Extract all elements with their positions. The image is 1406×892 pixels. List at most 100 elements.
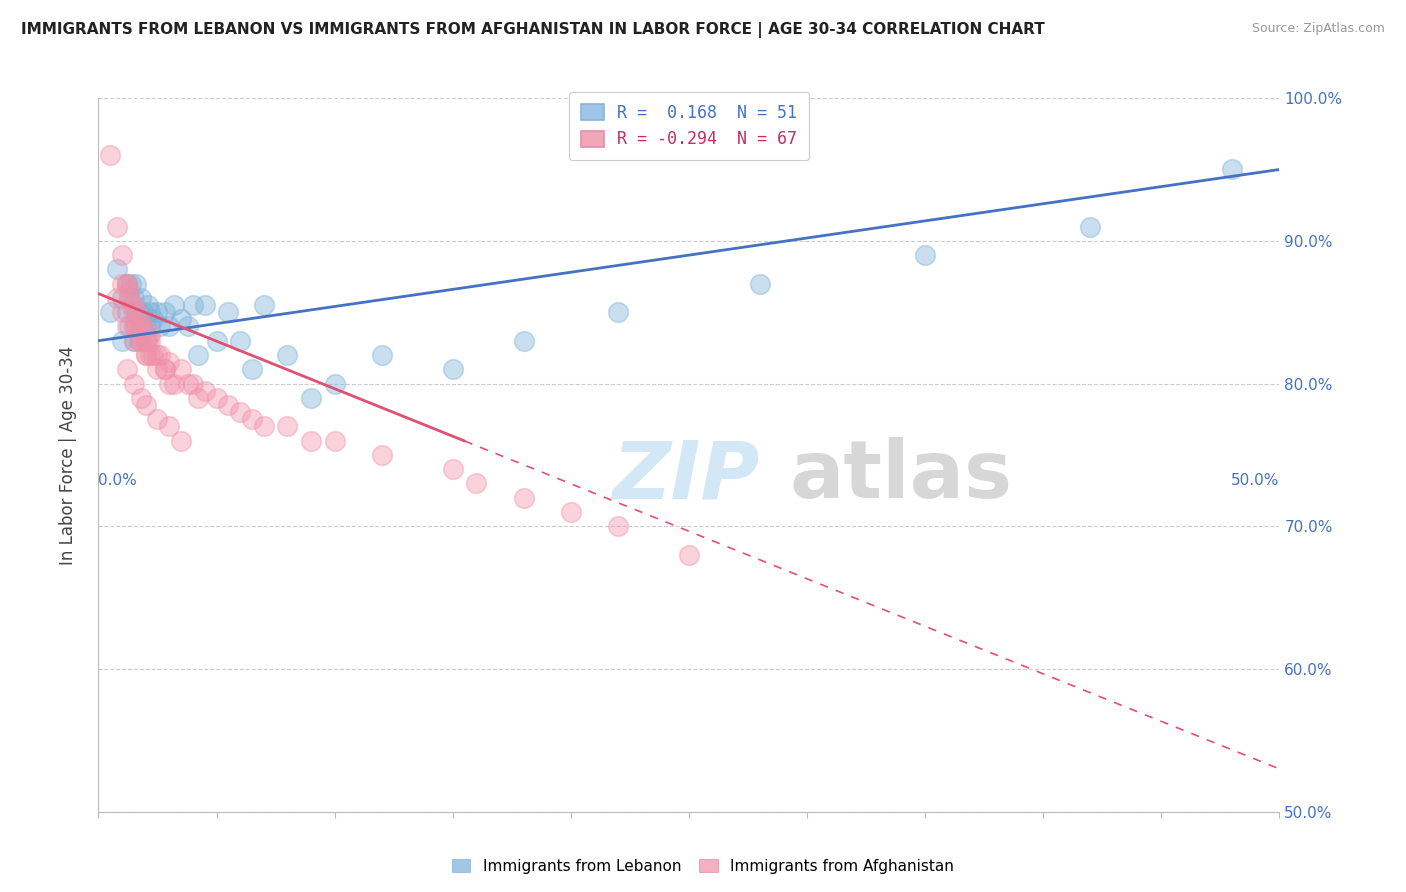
Point (129, 334, 152, 348)
Point (299, 434, 322, 448)
Point (132, 319, 155, 334)
Text: Source: ZipAtlas.com: Source: ZipAtlas.com (1251, 22, 1385, 36)
Point (229, 334, 252, 348)
Point (299, 391, 322, 405)
Point (170, 362, 193, 376)
Point (153, 362, 176, 376)
Point (157, 319, 180, 334)
Point (607, 305, 630, 319)
Point (122, 334, 145, 348)
Point (187, 348, 209, 362)
Point (607, 519, 630, 533)
Point (122, 298, 145, 312)
Point (111, 334, 134, 348)
Y-axis label: In Labor Force | Age 30-34: In Labor Force | Age 30-34 (59, 345, 77, 565)
Point (157, 376, 180, 391)
Point (253, 419, 276, 434)
Point (111, 291, 134, 305)
Point (122, 291, 145, 305)
Point (1220, 162, 1243, 177)
Point (98, 305, 121, 319)
Point (465, 476, 488, 491)
Point (371, 448, 394, 462)
Point (146, 412, 169, 426)
Point (194, 384, 217, 398)
Point (135, 334, 157, 348)
Point (128, 326, 150, 341)
Point (149, 348, 172, 362)
Point (115, 305, 138, 319)
Point (139, 348, 162, 362)
Point (153, 362, 176, 376)
Point (139, 334, 162, 348)
Point (115, 319, 138, 334)
Text: atlas: atlas (790, 437, 1014, 516)
Point (163, 298, 186, 312)
Point (157, 419, 180, 434)
Point (122, 334, 145, 348)
Point (139, 319, 162, 334)
Point (441, 462, 464, 476)
Point (121, 277, 143, 291)
Point (136, 298, 159, 312)
Point (122, 305, 145, 319)
Point (170, 434, 193, 448)
Point (153, 305, 176, 319)
Point (177, 376, 200, 391)
Point (128, 305, 150, 319)
Point (170, 312, 193, 326)
Point (205, 391, 228, 405)
Point (129, 334, 152, 348)
Point (118, 319, 141, 334)
Point (105, 262, 128, 277)
Text: 0.0%: 0.0% (98, 473, 138, 488)
Point (748, 277, 770, 291)
Point (115, 277, 138, 291)
Point (217, 305, 239, 319)
Point (678, 548, 700, 562)
Point (181, 376, 204, 391)
Point (560, 505, 582, 519)
Point (135, 348, 157, 362)
Point (194, 298, 217, 312)
Legend: Immigrants from Lebanon, Immigrants from Afghanistan: Immigrants from Lebanon, Immigrants from… (446, 853, 960, 880)
Point (136, 334, 159, 348)
Text: IMMIGRANTS FROM LEBANON VS IMMIGRANTS FROM AFGHANISTAN IN LABOR FORCE | AGE 30-3: IMMIGRANTS FROM LEBANON VS IMMIGRANTS FR… (21, 22, 1045, 38)
Point (187, 391, 209, 405)
Point (111, 305, 134, 319)
Point (240, 362, 263, 376)
Point (105, 219, 128, 234)
Point (512, 491, 534, 505)
Point (441, 362, 464, 376)
Point (146, 362, 169, 376)
Point (253, 298, 276, 312)
Point (111, 277, 134, 291)
Point (122, 319, 145, 334)
Point (135, 348, 157, 362)
Point (323, 434, 346, 448)
Point (105, 291, 128, 305)
Text: ZIP: ZIP (613, 437, 759, 516)
Point (125, 319, 148, 334)
Point (115, 277, 138, 291)
Point (139, 326, 162, 341)
Point (276, 348, 298, 362)
Point (157, 355, 180, 369)
Point (142, 348, 165, 362)
Point (125, 277, 148, 291)
Point (132, 305, 155, 319)
Point (149, 319, 172, 334)
Point (129, 391, 152, 405)
Point (118, 291, 141, 305)
Point (323, 376, 346, 391)
Point (146, 348, 169, 362)
Point (128, 334, 150, 348)
Point (1080, 219, 1102, 234)
Point (121, 298, 143, 312)
Point (371, 348, 394, 362)
Point (118, 284, 141, 298)
Point (98, 148, 121, 162)
Point (276, 419, 298, 434)
Legend: R =  0.168  N = 51, R = -0.294  N = 67: R = 0.168 N = 51, R = -0.294 N = 67 (569, 92, 808, 160)
Point (240, 412, 263, 426)
